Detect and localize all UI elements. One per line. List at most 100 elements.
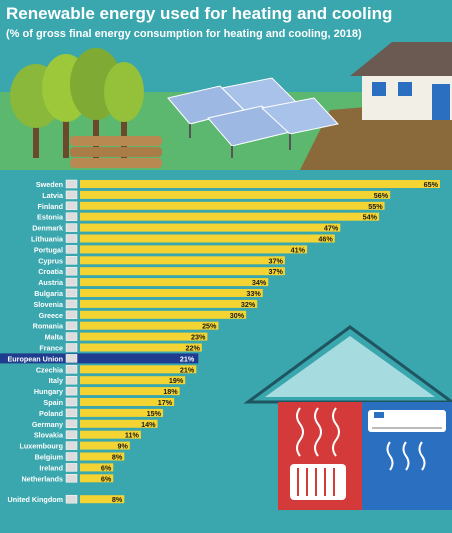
bar-row: Poland 15%: [39, 408, 164, 418]
value-label: 6%: [101, 463, 112, 472]
value-label: 41%: [291, 245, 306, 254]
bar: [80, 419, 158, 428]
value-label: 18%: [163, 387, 178, 396]
trees: [10, 48, 144, 158]
category-label: Czechia: [36, 365, 64, 374]
bar-row: Spain 17%: [43, 397, 175, 407]
flag-icon-italy: [65, 375, 78, 385]
flag-icon-sweden: [65, 179, 78, 189]
chart-subtitle: (% of gross final energy consumption for…: [6, 28, 362, 40]
bar-row: Czechia 21%: [36, 365, 197, 374]
flag-icon-germany: [65, 419, 78, 429]
value-label: 37%: [269, 256, 284, 265]
heat-waves: [296, 407, 340, 457]
flag-icon-romania: [65, 321, 78, 330]
flag-icon-austria: [65, 277, 78, 287]
bar-row-highlight: European Union 21%: [0, 353, 199, 364]
bar-row: Sweden 65%: [36, 179, 440, 189]
category-label: Belgium: [35, 453, 63, 462]
bar-row: Denmark 47%: [32, 223, 341, 233]
bar-row: Croatia 37%: [38, 266, 285, 276]
bar-row: Bulgaria 33%: [34, 288, 263, 298]
value-label: 21%: [180, 354, 195, 363]
flag-icon-finland: [65, 201, 78, 211]
flag-icon-latvia: [65, 190, 78, 200]
bar-row: Portugal 41%: [34, 245, 308, 254]
bar: [80, 441, 130, 450]
category-label: Slovakia: [34, 431, 64, 440]
air-conditioner-icon: [368, 410, 446, 432]
bar-row: Germany 14%: [32, 419, 158, 429]
category-label: Cyprus: [38, 256, 63, 265]
value-label: 8%: [112, 453, 123, 462]
flag-icon-netherlands: [65, 474, 78, 483]
value-label: 11%: [125, 431, 140, 440]
bar: [80, 223, 341, 232]
category-label: Spain: [43, 398, 63, 407]
bar: [80, 398, 175, 406]
bar-row: Slovakia 11%: [34, 430, 141, 440]
category-label: Slovenia: [33, 300, 64, 309]
value-label: 14%: [141, 420, 156, 429]
value-label: 22%: [185, 344, 200, 353]
value-label: 6%: [101, 474, 112, 483]
solar-panels: [167, 77, 339, 158]
house: [350, 42, 452, 120]
bar: [80, 256, 285, 265]
bar-row: Cyprus 37%: [38, 256, 285, 265]
bar: [80, 365, 197, 374]
flag-icon-european-union: [65, 354, 78, 363]
category-label: Ireland: [39, 463, 63, 472]
bar-row: Hungary 18%: [34, 386, 180, 396]
bar: [80, 430, 141, 439]
bar: [80, 354, 197, 363]
value-label: 8%: [112, 495, 123, 504]
category-label: Malta: [45, 333, 64, 342]
category-label: Estonia: [37, 213, 64, 222]
value-label: 17%: [158, 398, 173, 407]
flag-icon-luxembourg: [65, 441, 78, 450]
category-label: France: [39, 344, 63, 353]
value-label: 19%: [169, 376, 184, 385]
flag-icon-czechia: [65, 365, 78, 374]
bar: [80, 408, 164, 417]
bar-row: Greece 30%: [39, 310, 247, 320]
flag-icon-estonia: [65, 212, 78, 221]
category-label: Italy: [49, 376, 63, 385]
bar-row: Netherlands 6%: [21, 474, 114, 483]
value-label: 34%: [252, 278, 267, 287]
value-label: 47%: [324, 224, 339, 233]
flag-icon-hungary: [65, 386, 78, 396]
bar: [80, 289, 263, 297]
flag-icon-malta: [65, 332, 78, 341]
bar-row: Ireland 6%: [39, 463, 114, 472]
category-label: Hungary: [34, 387, 63, 396]
category-label: Netherlands: [21, 474, 63, 483]
bar-row: Latvia 56%: [42, 190, 391, 200]
bar: [80, 321, 219, 330]
category-label: Bulgaria: [34, 289, 64, 298]
bar-row: Lithuania 46%: [31, 234, 335, 244]
bar-chart: Sweden 65% Latvia 56% Finland 55% Estonia 54% De…: [0, 179, 440, 504]
category-label: United Kingdom: [8, 495, 64, 504]
flag-icon-croatia: [65, 266, 78, 276]
bar: [80, 310, 247, 319]
value-label: 55%: [368, 202, 383, 211]
bar: [80, 190, 391, 199]
value-label: 65%: [424, 180, 439, 189]
category-label: Austria: [38, 278, 64, 287]
heating-cooling-house: [243, 325, 452, 510]
bar: [80, 495, 125, 504]
category-label: Poland: [39, 409, 63, 418]
bar: [80, 463, 114, 472]
bar-row: Romania 25%: [33, 321, 219, 331]
bar-row: Finland 55%: [37, 201, 385, 211]
flag-icon-united-kingdom: [65, 494, 78, 504]
category-label: European Union: [7, 354, 63, 363]
bar: [80, 343, 202, 352]
category-label: Germany: [32, 420, 63, 429]
category-label: Greece: [39, 311, 63, 320]
bar-row: Estonia 54%: [37, 212, 380, 222]
category-label: Latvia: [42, 191, 64, 200]
